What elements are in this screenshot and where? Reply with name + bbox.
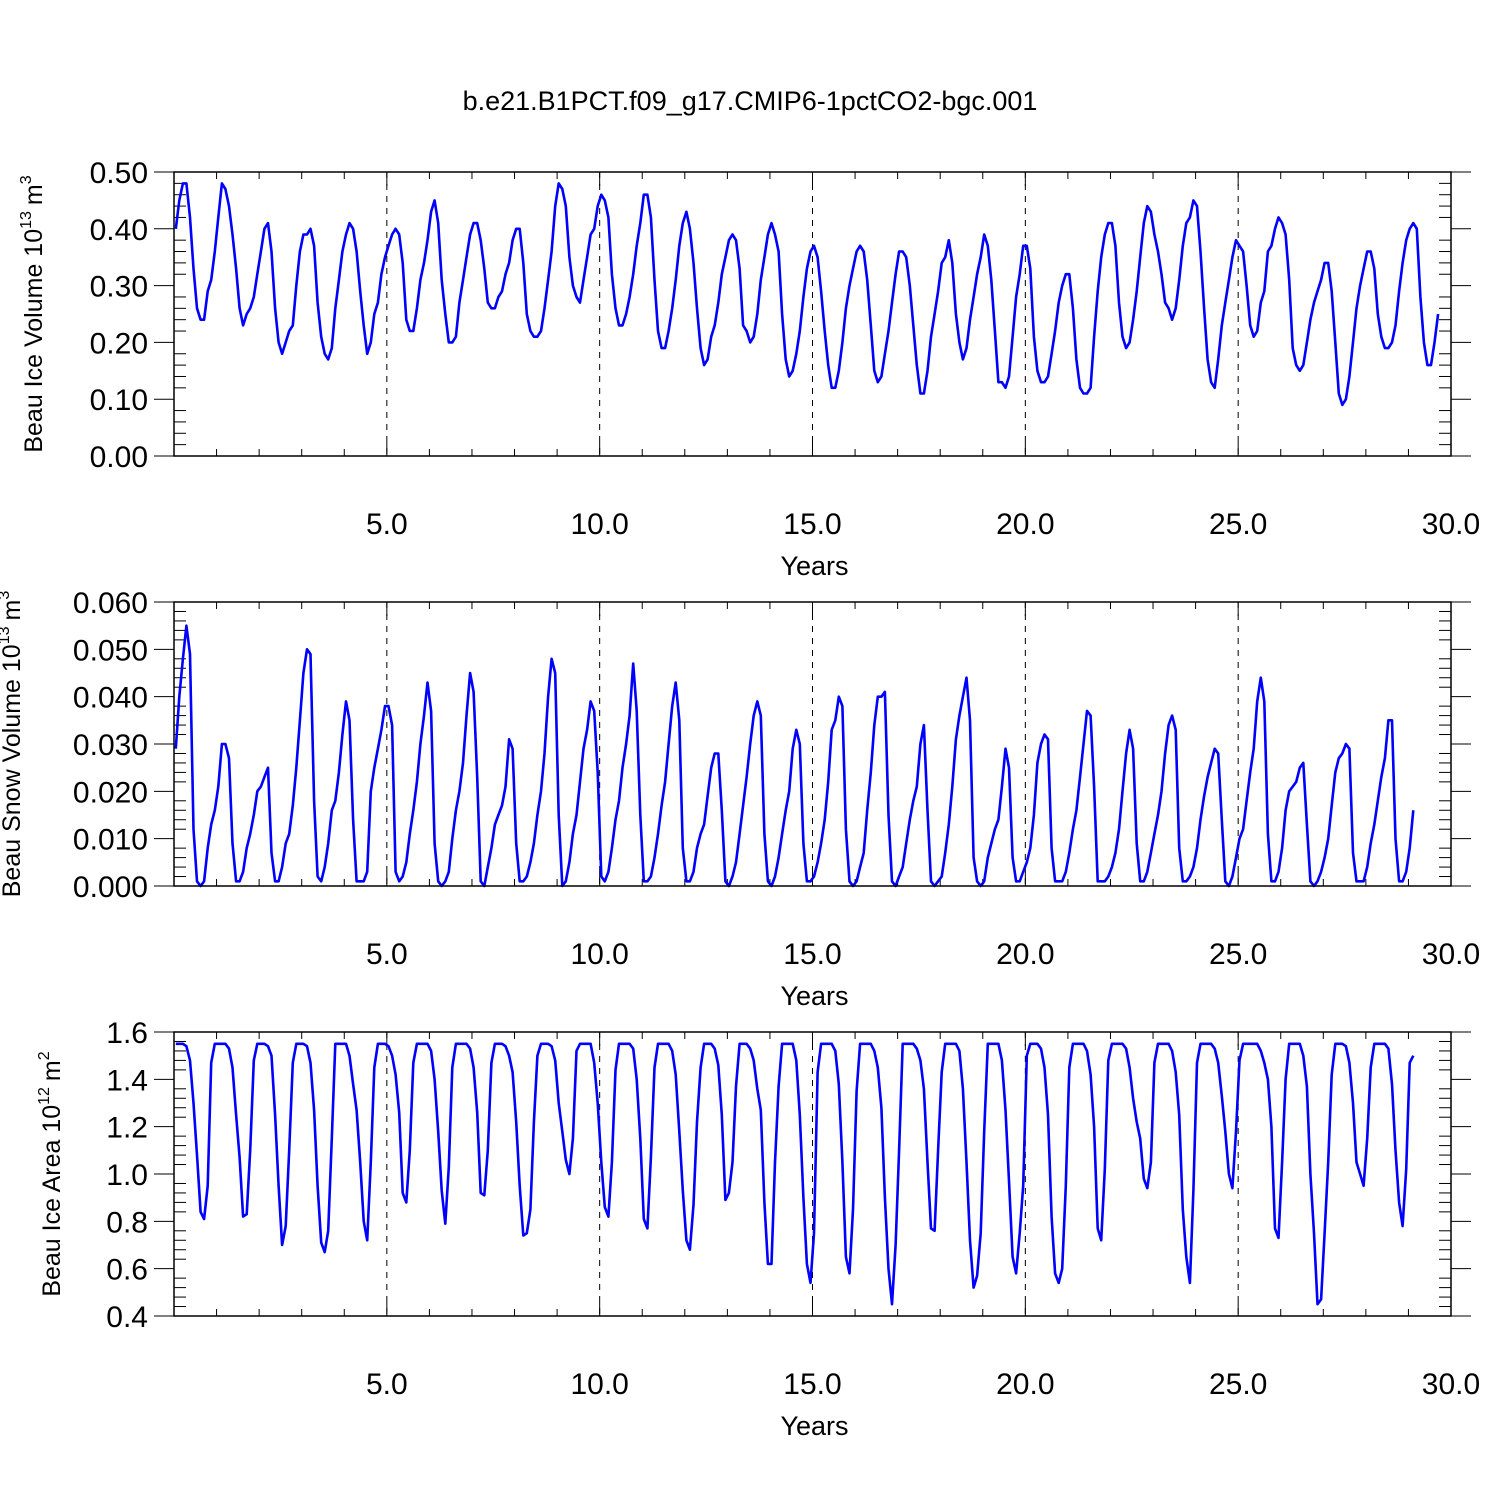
y-axis-label-unit: m [38, 1060, 66, 1081]
y-tick-label: 0.10 [90, 384, 148, 417]
x-tick-label: 30.0 [1422, 1368, 1480, 1401]
y-axis-label-unit-exponent: 3 [0, 591, 13, 600]
y-tick-label: 1.6 [106, 1017, 148, 1050]
series-line [174, 624, 1415, 888]
y-tick-label: 0.6 [106, 1254, 148, 1287]
y-tick-label: 0.4 [106, 1301, 148, 1334]
x-axis-label: Years [780, 981, 848, 1011]
x-tick-label: 25.0 [1209, 1368, 1267, 1401]
x-tick-label: 20.0 [996, 508, 1054, 541]
y-axis-label: Beau Ice Volume 1013 m3 [18, 175, 48, 452]
series-line [174, 182, 1440, 407]
y-axis-label-unit: m [20, 184, 48, 205]
y-axis-label-exponent: 12 [36, 1087, 53, 1105]
y-axis-label-exponent: 13 [0, 626, 13, 644]
y-tick-label: 0.20 [90, 327, 148, 360]
x-tick-label: 20.0 [996, 1368, 1054, 1401]
y-axis-label: Beau Snow Volume 1013 m3 [0, 591, 26, 898]
x-tick-label: 10.0 [570, 938, 628, 971]
y-axis-label-unit-exponent: 3 [18, 175, 35, 184]
figure-title: b.e21.B1PCT.f09_g17.CMIP6-1pctCO2-bgc.00… [463, 86, 1038, 116]
y-axis-label: Beau Ice Area 1012 m2 [36, 1051, 66, 1296]
y-axis-label-unit: m [0, 600, 26, 621]
x-tick-label: 30.0 [1422, 508, 1480, 541]
y-tick-label: 0.040 [73, 682, 148, 715]
x-tick-label: 10.0 [570, 1368, 628, 1401]
x-tick-label: 10.0 [570, 508, 628, 541]
y-tick-label: 0.060 [73, 587, 148, 620]
y-tick-label: 0.020 [73, 776, 148, 809]
panel-2: 0.000 0.010 0.020 0.030 0.040 0.050 0.060 5.0 10… [0, 587, 1480, 1011]
y-tick-label: 0.030 [73, 729, 148, 762]
plot-frame [173, 1031, 1452, 1317]
x-tick-label: 25.0 [1209, 938, 1267, 971]
y-tick-label: 1.2 [106, 1112, 148, 1145]
y-tick-label: 0.00 [90, 441, 148, 474]
x-tick-label: 15.0 [783, 938, 841, 971]
x-tick-label: 5.0 [366, 1368, 408, 1401]
y-axis-label-text: Beau Ice Area 10 [38, 1105, 66, 1297]
y-tick-label: 0.50 [90, 157, 148, 190]
y-axis-label-text: Beau Ice Volume 10 [20, 229, 48, 453]
y-axis-label-text: Beau Snow Volume 10 [0, 644, 26, 897]
y-tick-label: 1.4 [106, 1064, 148, 1097]
y-axis-label-exponent: 13 [18, 211, 35, 229]
y-tick-label: 0.40 [90, 214, 148, 247]
y-tick-label: 0.010 [73, 824, 148, 857]
plot-frame [173, 601, 1452, 887]
x-axis-label: Years [780, 551, 848, 581]
y-axis-label-unit-exponent: 2 [36, 1051, 53, 1060]
y-tick-label: 0.30 [90, 271, 148, 304]
y-tick-label: 0.000 [73, 871, 148, 904]
y-tick-label: 1.0 [106, 1159, 148, 1192]
x-tick-label: 15.0 [783, 1368, 841, 1401]
panel-3: 0.4 0.6 0.8 1.0 1.2 1.4 1.6 5.0 10.0 15.0 20.0 25.0… [36, 1017, 1480, 1441]
x-tick-label: 15.0 [783, 508, 841, 541]
plot-frame [173, 171, 1452, 457]
x-tick-label: 5.0 [366, 938, 408, 971]
x-tick-label: 30.0 [1422, 938, 1480, 971]
x-tick-label: 5.0 [366, 508, 408, 541]
y-tick-label: 0.8 [106, 1206, 148, 1239]
x-tick-label: 20.0 [996, 938, 1054, 971]
panels: 0.000.100.200.300.400.505.0 10.0 15.0 20.0 2… [0, 157, 1480, 1441]
series-line [175, 1042, 1415, 1306]
panel-1: 0.00 0.10 0.20 0.30 0.40 0.50 5.0 10.0 15.0 20.0 2… [18, 157, 1480, 581]
x-tick-label: 25.0 [1209, 508, 1267, 541]
x-axis-label: Years [780, 1411, 848, 1441]
y-tick-label: 0.050 [73, 634, 148, 667]
